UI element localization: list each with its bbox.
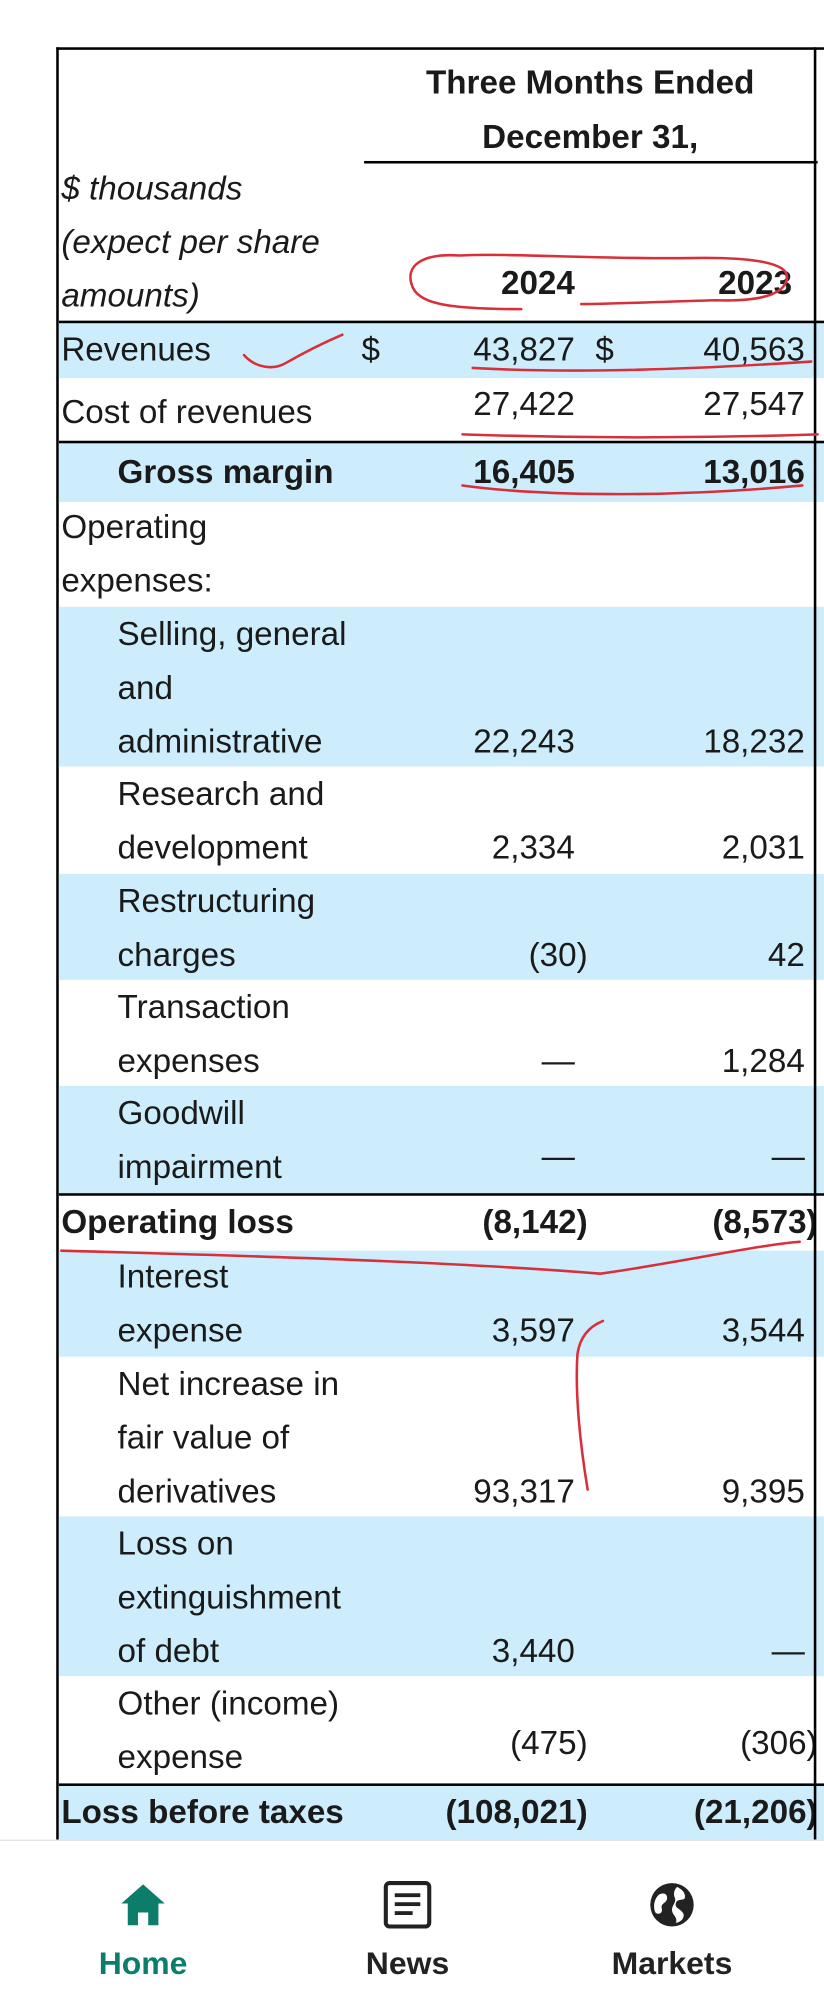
value-2024: 3,597 (491, 1310, 575, 1350)
row-label-line1: Operating (61, 507, 208, 546)
row-label-line1: Interest (117, 1257, 229, 1296)
table-row-gross-margin: Gross margin 16,405 13,016 (58, 440, 824, 503)
table-right-border (813, 47, 817, 1840)
currency-symbol: $ (361, 329, 381, 368)
row-label: Loss before taxes (61, 1792, 344, 1831)
table-row-goodwill-impairment: Goodwill impairment — — (58, 1085, 824, 1194)
row-label-line1: Goodwill (117, 1093, 245, 1132)
row-label: Revenues (61, 329, 211, 368)
row-label-line2: expenses: (61, 560, 213, 600)
row-label-line2: impairment (117, 1147, 282, 1186)
row-label-line2: extinguishment (117, 1577, 341, 1617)
row-label-line1: Restructuring (117, 881, 316, 920)
value-2023: (306) (740, 1723, 818, 1762)
row-label-line2: fair value of (117, 1418, 290, 1457)
value-2024: (30) (528, 935, 588, 974)
row-label-line2: expenses (117, 1041, 260, 1080)
nav-item-home[interactable]: Home (54, 1841, 233, 2004)
value-2023: (8,573) (712, 1202, 818, 1241)
table-row-restructuring-charges: Restructuring charges (30) 42 (58, 873, 824, 980)
table-row-revenues: Revenues $ 43,827 $ 40,563 (58, 320, 824, 379)
value-2023: (21,206) (693, 1792, 818, 1831)
row-label-line1: Net increase in (117, 1364, 340, 1403)
table-row-research-and-development: Research and development 2,334 2,031 (59, 767, 824, 874)
row-label-line2: expense (117, 1310, 244, 1350)
row-label-line2: expense (117, 1737, 244, 1776)
nav-label-home: Home (98, 1945, 188, 1982)
table-row-transaction-expenses: Transaction expenses — 1,284 (59, 980, 824, 1086)
row-label-line1: Loss on (117, 1524, 234, 1563)
value-2023: 42 (767, 935, 805, 974)
year-2023-header: 2023 (718, 263, 793, 302)
row-label-line3: administrative (117, 721, 323, 761)
home-icon (118, 1879, 169, 1930)
value-2023: 13,016 (703, 452, 805, 491)
value-2024: — (541, 1136, 575, 1176)
value-2023: 2,031 (721, 827, 805, 867)
value-2024: (108,021) (445, 1792, 588, 1831)
row-label-line3: derivatives (117, 1471, 277, 1511)
value-2024: 16,405 (473, 452, 575, 491)
nav-item-news[interactable]: News (318, 1841, 497, 2004)
nav-label-markets: Markets (611, 1945, 733, 1982)
row-label-line2: development (117, 827, 308, 867)
units-note-line3: amounts) (61, 275, 200, 315)
row-label-line1: Transaction (117, 987, 290, 1026)
bottom-nav: Home News Markets (0, 1839, 824, 2004)
table-row-sga: Selling, general and administrative 22,2… (58, 606, 824, 767)
year-2024-header: 2024 (500, 263, 575, 302)
table-row-interest-expense: Interest expense 3,597 3,544 (58, 1250, 824, 1357)
news-icon (382, 1879, 433, 1930)
row-label-line1: Selling, general (117, 614, 347, 653)
units-note-line1: $ thousands (61, 168, 243, 207)
row-label-line1: Other (income) (117, 1683, 340, 1723)
row-label-line3: of debt (117, 1631, 220, 1670)
value-2023: — (771, 1631, 805, 1670)
value-2024: 22,243 (473, 721, 575, 761)
globe-icon (646, 1879, 697, 1930)
value-2023: — (771, 1136, 805, 1176)
row-label: Gross margin (117, 452, 334, 491)
value-2024: — (541, 1041, 575, 1080)
income-statement-table: Three Months Ended December 31, $ thousa… (56, 47, 824, 1840)
table-row-fair-value-derivatives: Net increase in fair value of derivative… (59, 1357, 824, 1517)
nav-item-markets[interactable]: Markets (583, 1841, 762, 2004)
row-label-line1: Research and (117, 774, 325, 813)
value-2024: 43,827 (473, 329, 575, 368)
header-rule (364, 160, 818, 164)
value-2024: 93,317 (473, 1471, 575, 1511)
value-2024: (8,142) (482, 1202, 588, 1241)
period-header-line2: December 31, (482, 117, 699, 156)
table-row-loss-before-taxes: Loss before taxes (108,021) (21,206) (58, 1783, 824, 1840)
value-2023: 3,544 (721, 1310, 805, 1350)
row-label-line2: and (117, 668, 173, 707)
value-2023: 40,563 (703, 329, 805, 368)
units-note-line2: (expect per share (61, 222, 320, 261)
row-label: Operating loss (61, 1202, 294, 1241)
value-2024: (475) (510, 1723, 588, 1762)
value-2024: 2,334 (491, 827, 575, 867)
table-row-cost-of-revenues: Cost of revenues 27,422 27,547 (59, 378, 824, 441)
table-row-operating-loss: Operating loss (8,142) (8,573) (58, 1193, 824, 1252)
value-2024: 3,440 (491, 1631, 575, 1670)
period-header-line1: Three Months Ended (425, 62, 755, 101)
row-label: Cost of revenues (61, 392, 313, 431)
value-2023: 9,395 (721, 1471, 805, 1511)
row-label-line2: charges (117, 935, 236, 974)
table-row-loss-on-extinguishment: Loss on extinguishment of debt 3,440 — (58, 1516, 824, 1677)
value-2023: 27,547 (703, 384, 805, 423)
value-2023: 1,284 (721, 1041, 805, 1080)
nav-label-news: News (365, 1945, 450, 1982)
value-2024: 27,422 (473, 384, 575, 423)
table-row-operating-expenses-heading: Operating expenses: (59, 500, 824, 607)
value-2023: 18,232 (703, 721, 805, 761)
table-row-other-income-expense: Other (income) expense (475) (306) (59, 1676, 824, 1783)
currency-symbol: $ (595, 329, 614, 368)
